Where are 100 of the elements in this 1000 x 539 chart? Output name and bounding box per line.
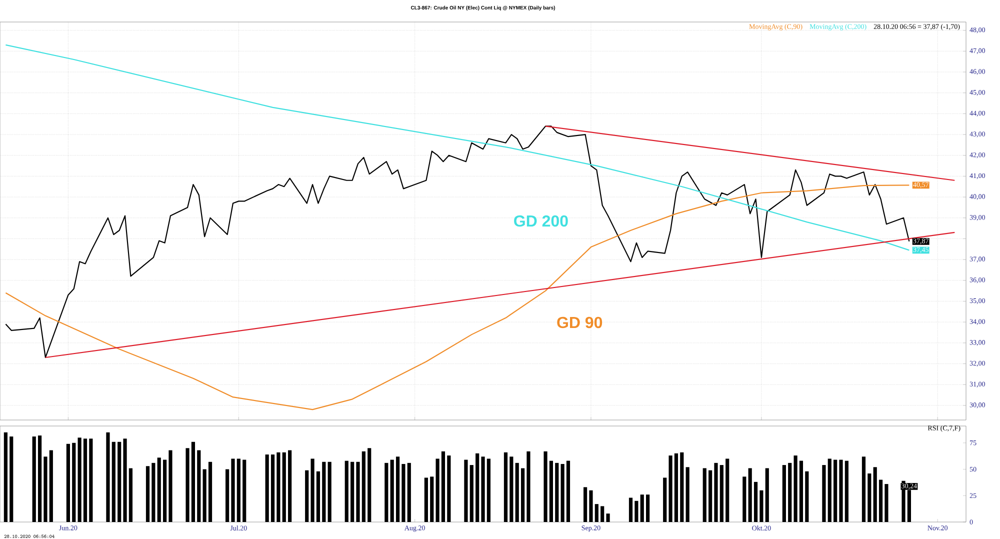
bar — [202, 469, 206, 522]
bar — [310, 458, 314, 522]
bar — [708, 470, 712, 522]
bar — [44, 456, 48, 522]
bar — [714, 462, 718, 522]
bar — [839, 460, 843, 522]
line-series — [5, 126, 910, 358]
bar — [305, 470, 309, 522]
bar — [680, 452, 684, 522]
bar — [186, 448, 190, 522]
bar — [788, 462, 792, 522]
bar — [197, 450, 201, 522]
bar — [123, 438, 127, 522]
line-series — [5, 184, 910, 410]
bar — [157, 458, 161, 522]
bar — [83, 438, 88, 522]
bar — [844, 460, 848, 522]
bar — [106, 432, 110, 522]
bar — [89, 438, 93, 522]
bar — [884, 484, 888, 522]
bar — [794, 456, 798, 522]
bar — [66, 444, 70, 522]
bar — [396, 456, 400, 522]
bar — [368, 448, 372, 522]
bar — [674, 453, 678, 522]
bar — [754, 482, 758, 522]
bar — [78, 438, 82, 522]
bar — [441, 451, 446, 522]
bar — [520, 468, 525, 522]
bar — [828, 458, 832, 522]
bar — [118, 442, 122, 522]
bar — [566, 460, 570, 522]
bar — [481, 456, 485, 522]
bar — [742, 476, 746, 522]
bar — [328, 462, 332, 522]
bar — [38, 435, 42, 522]
annotation: GD 200 — [514, 215, 568, 227]
bar — [878, 480, 883, 522]
bar — [600, 506, 604, 522]
bar — [356, 462, 360, 522]
line-series — [5, 44, 910, 251]
annotation: GD 90 — [557, 316, 602, 328]
bar — [288, 450, 292, 522]
bar — [646, 494, 650, 522]
bar — [265, 454, 269, 522]
bar — [476, 453, 480, 522]
bar — [402, 464, 406, 522]
bar — [822, 465, 826, 522]
bar — [350, 462, 354, 522]
bar — [702, 468, 706, 522]
bar — [526, 451, 530, 522]
bar — [686, 467, 690, 522]
bar — [390, 460, 394, 522]
bar — [208, 462, 212, 522]
bar — [236, 458, 240, 522]
bar — [799, 460, 804, 522]
bar — [760, 490, 764, 522]
bar — [146, 466, 150, 522]
bar — [191, 442, 196, 522]
bar — [549, 460, 553, 522]
bar — [322, 462, 326, 522]
bar — [720, 465, 724, 522]
bar — [555, 462, 559, 522]
bar — [560, 464, 564, 522]
bar — [112, 442, 116, 522]
bar — [470, 465, 474, 522]
bar — [663, 478, 667, 522]
bar — [515, 462, 519, 522]
bar — [765, 468, 769, 522]
bar — [634, 500, 638, 522]
bar — [344, 460, 348, 522]
bar — [152, 462, 156, 522]
bar — [430, 476, 434, 522]
bar — [834, 460, 838, 522]
bar — [128, 468, 133, 522]
bar — [10, 436, 14, 522]
bar — [510, 456, 514, 522]
bar — [594, 504, 598, 522]
bar — [270, 454, 275, 522]
bar — [72, 442, 76, 522]
bar — [231, 458, 235, 522]
bar — [668, 456, 672, 522]
bar — [436, 458, 440, 522]
bar — [748, 468, 752, 522]
bar — [606, 514, 610, 522]
bar — [464, 460, 468, 522]
bar — [868, 473, 872, 522]
bar — [163, 460, 167, 522]
bar — [640, 494, 644, 522]
bar — [726, 458, 730, 522]
bar — [544, 451, 548, 522]
bar — [424, 478, 428, 522]
bar — [49, 450, 53, 522]
bar — [504, 452, 508, 522]
bar — [32, 436, 36, 522]
bar — [782, 465, 786, 522]
bar — [282, 452, 286, 522]
bar — [316, 471, 320, 522]
bar — [873, 467, 877, 522]
bar — [407, 462, 411, 522]
